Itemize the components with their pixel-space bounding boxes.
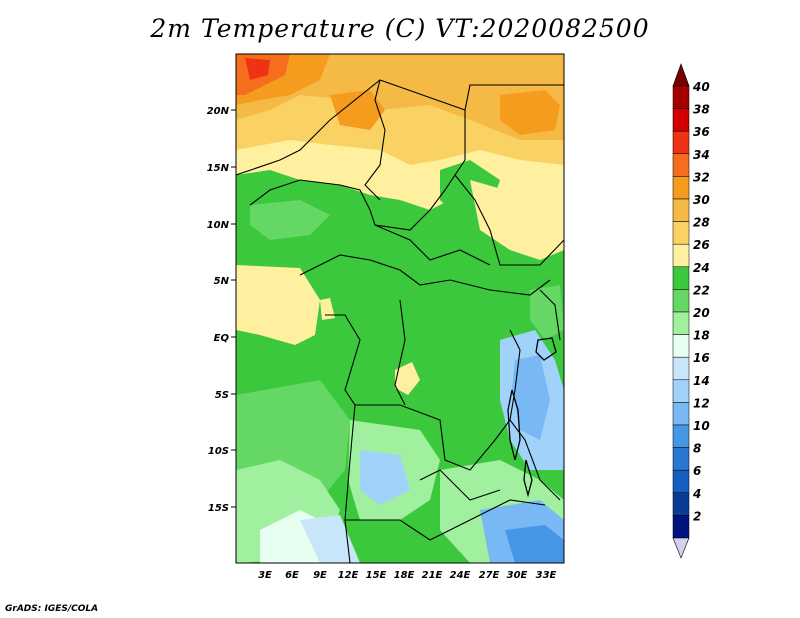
lon-tick-label: 30E — [507, 570, 528, 581]
lon-tick-label: 33E — [536, 570, 557, 581]
colorbar-label: 36 — [693, 125, 710, 139]
colorbar-label: 38 — [693, 103, 710, 117]
colorbar-label: 30 — [693, 193, 710, 207]
colorbar-swatch — [672, 221, 690, 245]
map-frame — [235, 53, 565, 564]
colorbar-label: 12 — [693, 396, 710, 410]
footer-credit: GrADS: IGES/COLA — [5, 604, 99, 614]
colorbar-swatch — [672, 402, 690, 426]
map-title: 2m Temperature (C) VT:2020082500 — [150, 14, 650, 43]
colorbar-swatch — [672, 515, 690, 539]
colorbar-swatch — [672, 334, 690, 358]
colorbar-label: 28 — [693, 216, 710, 230]
country-borders — [236, 79, 564, 563]
lat-tick-label: 15S — [208, 503, 229, 514]
colorbar-bottom-arrow — [672, 537, 690, 559]
lat-tick-label: 10S — [208, 446, 229, 457]
colorbar-swatch — [672, 153, 690, 177]
colorbar-swatch — [672, 492, 690, 516]
colorbar-label: 18 — [693, 329, 710, 343]
colorbar-swatch — [672, 85, 690, 109]
lat-tick-label: 5S — [215, 390, 229, 401]
colorbar-label: 8 — [693, 442, 701, 456]
colorbar-label: 16 — [693, 351, 710, 365]
colorbar-label: 4 — [692, 487, 701, 501]
lon-tick-label: 15E — [366, 570, 387, 581]
colorbar-label: 22 — [693, 283, 710, 297]
colorbar-label: 2 — [693, 509, 701, 523]
colorbar-swatch — [672, 130, 690, 155]
colorbar-swatch — [672, 243, 690, 268]
colorbar-label: 34 — [693, 148, 710, 162]
lon-tick-label: 3E — [258, 570, 272, 581]
colorbar-label: 32 — [693, 170, 710, 184]
colorbar-swatch — [672, 447, 690, 471]
colorbar-swatch — [672, 266, 690, 290]
colorbar: 40 38 36 34 32 30 28 26 24 22 20 18 16 14 12 10 8 6 4 2 — [672, 63, 710, 559]
lat-tick-label: 20N — [207, 106, 230, 117]
colorbar-label: 26 — [693, 238, 710, 252]
lat-tick-label: 5N — [214, 276, 230, 287]
lon-tick-label: 6E — [285, 570, 299, 581]
colorbar-swatch — [672, 176, 690, 200]
colorbar-swatch — [672, 198, 690, 222]
colorbar-label: 10 — [693, 419, 710, 433]
colorbar-label: 40 — [692, 80, 710, 94]
lat-tick-label: EQ — [214, 333, 230, 344]
lat-tick-label: 10N — [207, 220, 230, 231]
temperature-field — [236, 54, 564, 563]
colorbar-swatch — [672, 289, 690, 313]
lon-axis: 3E 6E 9E 12E 15E 18E 21E 24E 27E 30E 33E — [258, 570, 556, 581]
colorbar-swatch — [672, 311, 690, 335]
lake-outlines — [507, 337, 557, 498]
colorbar-swatch — [672, 424, 690, 448]
colorbar-swatch — [672, 469, 690, 494]
colorbar-swatch — [672, 356, 690, 381]
colorbar-label: 20 — [693, 306, 710, 320]
lon-tick-label: 21E — [422, 570, 443, 581]
colorbar-label: 24 — [693, 261, 710, 275]
lat-axis: 20N 15N 10N 5N EQ 5S 10S 15S — [207, 106, 236, 514]
lon-tick-label: 9E — [313, 570, 327, 581]
lon-tick-label: 18E — [394, 570, 415, 581]
colorbar-label: 6 — [693, 464, 701, 478]
colorbar-swatch — [672, 108, 690, 132]
lon-tick-label: 27E — [479, 570, 500, 581]
colorbar-top-arrow — [672, 63, 690, 87]
lon-tick-label: 24E — [450, 570, 471, 581]
lon-tick-label: 12E — [338, 570, 359, 581]
lat-tick-label: 15N — [207, 163, 230, 174]
colorbar-swatch — [672, 379, 690, 403]
colorbar-label: 14 — [693, 374, 710, 388]
